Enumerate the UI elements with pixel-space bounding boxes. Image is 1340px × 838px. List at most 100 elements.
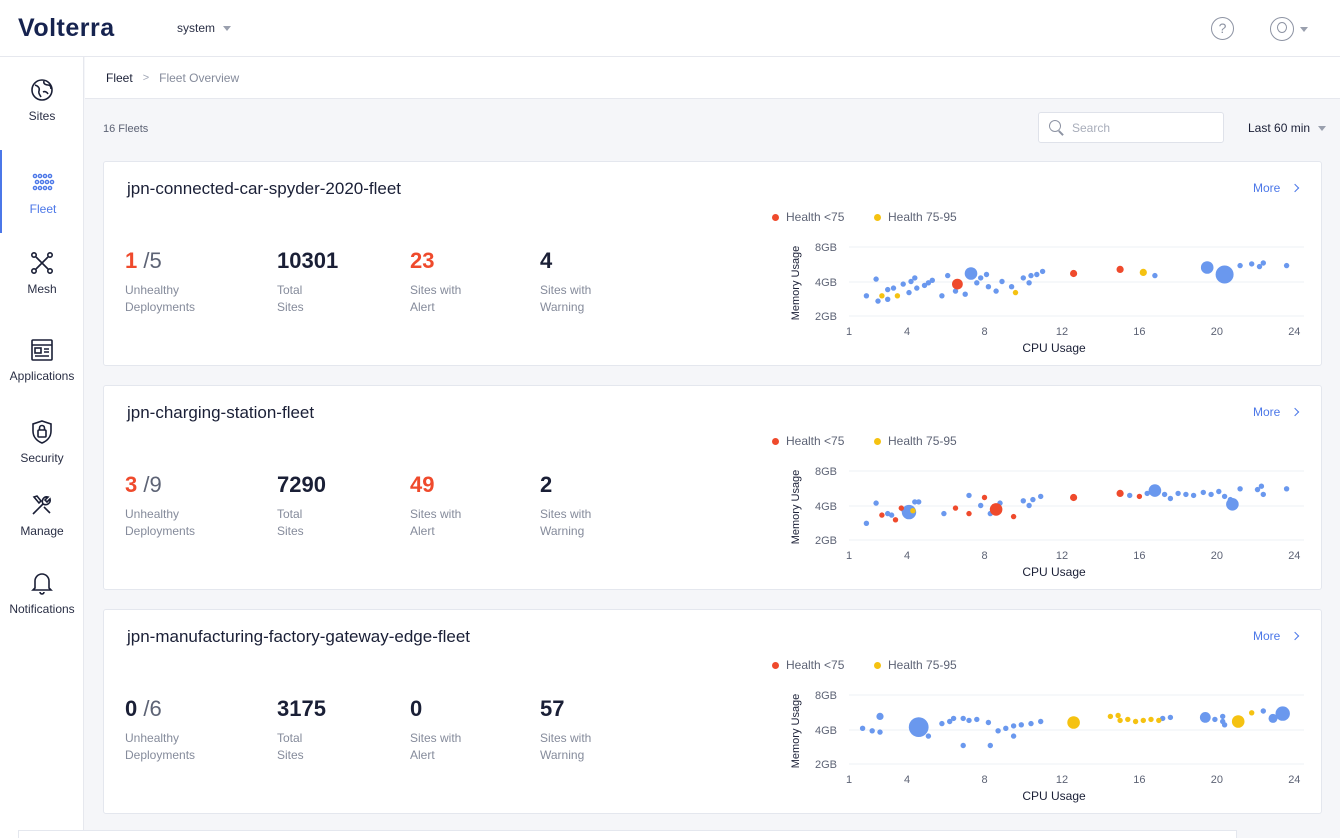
sidebar-item-fleet[interactable]: Fleet — [0, 150, 84, 233]
scatter-point — [1012, 289, 1019, 296]
more-label: More — [1253, 181, 1281, 195]
time-range-selector[interactable]: Last 60 min — [1248, 121, 1327, 135]
scatter-point — [1152, 272, 1158, 279]
fleet-icon — [32, 173, 55, 191]
scatter-point — [1148, 484, 1162, 497]
breadcrumb-fleet[interactable]: Fleet — [106, 70, 133, 85]
chevron-down-icon — [1300, 26, 1308, 32]
chevron-down-icon — [223, 25, 232, 31]
search-box[interactable] — [1038, 112, 1224, 143]
scatter-point — [1010, 723, 1017, 729]
scatter-point — [1190, 492, 1197, 499]
search-icon — [1049, 120, 1064, 135]
scatter-point — [1038, 493, 1044, 500]
legend-item-yellow: Health 75-95 — [874, 434, 957, 448]
y-tick-label: 8GB — [815, 466, 837, 478]
scatter-point — [1231, 715, 1245, 728]
stat-label-line: Sites with — [540, 507, 592, 521]
fleet-name[interactable]: jpn-manufacturing-factory-gateway-edge-f… — [127, 627, 471, 646]
x-tick-label: 16 — [1133, 326, 1145, 338]
total-sites-stat: 10301 Total Sites — [277, 248, 367, 316]
stat-label: Total Sites — [277, 730, 367, 764]
y-tick-label: 8GB — [815, 690, 837, 702]
scatter-chart: 2GB 4GB 8GB 1 4 8 12 16 20 24 CPU Usage Memory Usag… — [790, 242, 1304, 355]
scatter-chart: 2GB 4GB 8GB 1 4 8 12 16 20 24 CPU Usage Memory Usag… — [790, 466, 1304, 579]
legend-label: Health 75-95 — [888, 434, 957, 448]
search-input[interactable] — [1072, 120, 1212, 135]
stat-label-line: Sites — [277, 524, 304, 538]
sidebar-item-label: Manage — [20, 524, 64, 538]
x-tick-label: 4 — [904, 774, 910, 786]
stat-label-line: Sites — [277, 748, 304, 762]
scatter-point — [985, 719, 992, 726]
scatter-point — [962, 291, 968, 297]
stat-label-line: Deployments — [125, 524, 196, 538]
scatter-point — [888, 512, 895, 518]
x-tick-label: 16 — [1133, 774, 1145, 786]
scatter-point — [1175, 490, 1181, 497]
more-link[interactable]: More — [1253, 181, 1300, 195]
scatter-point — [906, 289, 912, 296]
scatter-point — [1220, 713, 1226, 720]
scatter-point — [894, 293, 901, 299]
sidebar-item-mesh[interactable]: Mesh — [0, 250, 84, 326]
warning-value: 2 — [540, 472, 553, 497]
sites-with-warning-stat: 2 Sites with Warning — [540, 472, 630, 540]
bell-icon — [31, 573, 53, 595]
sidebar-item-label: Applications — [9, 369, 75, 383]
scatter-point — [966, 510, 972, 517]
more-link[interactable]: More — [1253, 629, 1300, 643]
breadcrumb-separator: > — [142, 71, 150, 84]
legend-item-red: Health <75 — [772, 658, 844, 672]
stat-label-line: Alert — [410, 300, 435, 314]
more-label: More — [1253, 629, 1281, 643]
globe-icon — [31, 79, 53, 101]
scatter-point — [1107, 713, 1114, 720]
scatter-point — [916, 499, 922, 505]
fleet-name[interactable]: jpn-charging-station-fleet — [127, 403, 315, 422]
scatter-point — [925, 280, 932, 286]
scatter-point — [877, 729, 883, 735]
x-tick-label: 12 — [1056, 774, 1068, 786]
scatter-point — [989, 503, 1003, 516]
x-tick-label: 1 — [846, 326, 852, 338]
volterra-logo[interactable]: Volterra — [18, 14, 115, 42]
stat-label: Sites with Alert — [410, 506, 500, 540]
scatter-point — [1226, 498, 1239, 511]
x-tick-label: 24 — [1288, 774, 1300, 786]
tenant-selector[interactable]: system — [177, 21, 232, 35]
sidebar-item-label: Mesh — [27, 282, 57, 296]
stat-label-line: Warning — [540, 300, 585, 314]
chevron-right-icon — [1291, 183, 1300, 193]
sites-with-alert-stat: 0 Sites with Alert — [410, 696, 500, 764]
scatter-point — [1030, 496, 1036, 503]
sidebar-item-label: Security — [20, 451, 64, 465]
sidebar-item-manage[interactable]: Manage — [0, 492, 84, 568]
scatter-point — [1183, 491, 1189, 498]
y-tick-label: 2GB — [815, 535, 837, 547]
sidebar-item-applications[interactable]: Applications — [0, 337, 84, 413]
stat-label: Total Sites — [277, 282, 367, 316]
user-menu[interactable] — [1270, 17, 1308, 41]
y-tick-label: 4GB — [815, 501, 837, 513]
sidebar-item-notifications[interactable]: Notifications — [0, 570, 84, 646]
fleet-name[interactable]: jpn-connected-car-spyder-2020-fleet — [127, 179, 402, 198]
scatter-point — [914, 285, 920, 291]
scatter-point — [925, 733, 932, 739]
more-link[interactable]: More — [1253, 405, 1300, 419]
help-icon[interactable]: ? — [1211, 17, 1234, 40]
unhealthy-count: 1 — [125, 248, 138, 273]
scatter-point — [1156, 717, 1162, 724]
scatter-point — [912, 275, 918, 281]
sidebar-item-sites[interactable]: Sites — [0, 77, 84, 153]
stat-label-line: Warning — [540, 748, 585, 762]
alert-value: 49 — [410, 472, 435, 497]
scatter-point — [1010, 733, 1017, 739]
stat-label: Sites with Alert — [410, 282, 500, 316]
sidebar-item-security[interactable]: Security — [0, 419, 84, 495]
scatter-point — [1038, 718, 1044, 725]
stat-label-line: Unhealthy — [125, 283, 180, 297]
red-dot-icon — [772, 437, 779, 445]
x-tick-label: 20 — [1211, 326, 1223, 338]
stat-label-line: Sites with — [410, 283, 462, 297]
